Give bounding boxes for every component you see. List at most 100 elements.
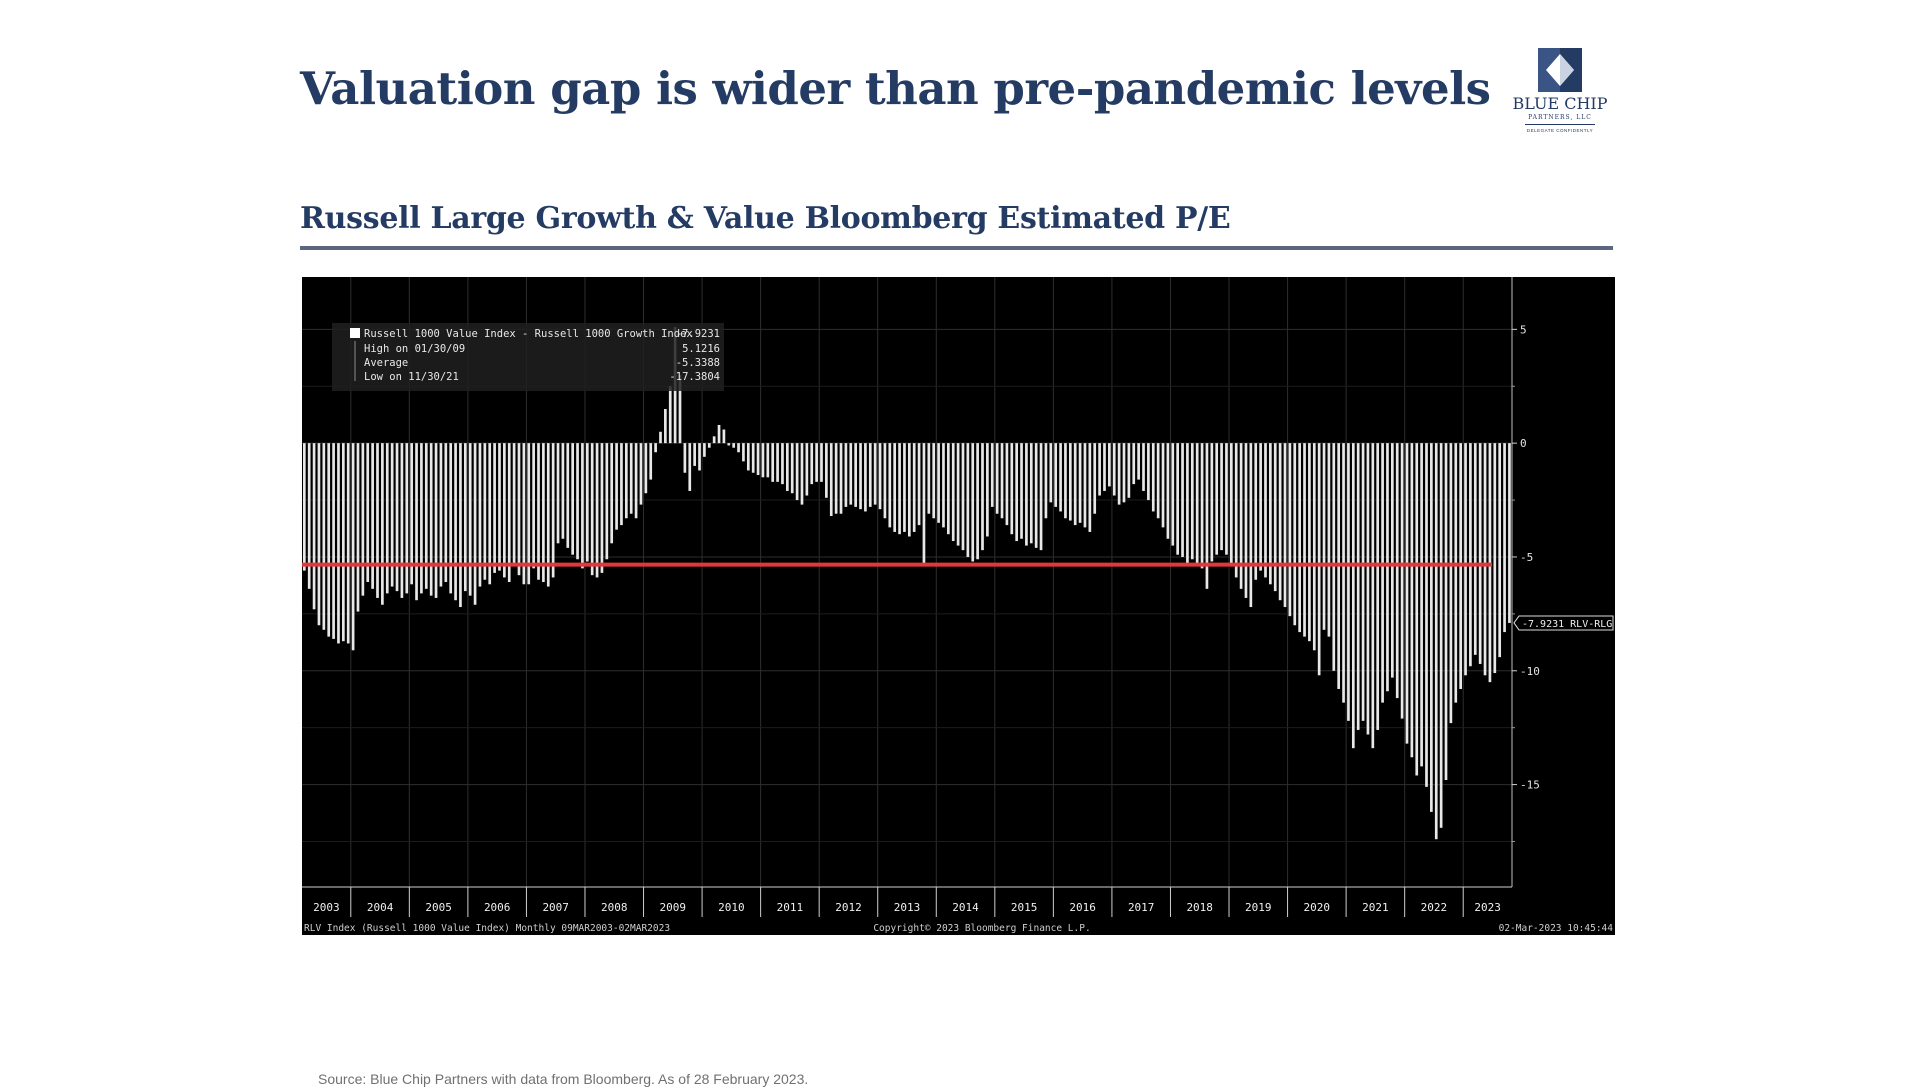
- bar: [893, 443, 897, 532]
- bar: [1351, 443, 1355, 749]
- legend: Russell 1000 Value Index - Russell 1000 …: [332, 323, 724, 391]
- bar: [854, 443, 857, 507]
- bar: [990, 443, 994, 507]
- bar: [312, 443, 316, 610]
- bar: [766, 443, 770, 478]
- bar: [907, 443, 911, 537]
- bar: [434, 443, 438, 598]
- bar: [1415, 443, 1419, 776]
- bar: [761, 443, 765, 478]
- bar: [1059, 443, 1062, 512]
- y-tick-label: -10: [1520, 665, 1540, 678]
- bar: [1391, 443, 1394, 678]
- bar: [468, 443, 472, 596]
- bar: [849, 443, 853, 505]
- bar: [1005, 443, 1009, 526]
- legend-series-value: -7.9231: [676, 328, 720, 340]
- company-logo: BLUE CHIP PARTNERS, LLC DELEGATE CONFIDE…: [1505, 48, 1615, 144]
- bar: [1434, 443, 1438, 840]
- bar: [493, 443, 496, 573]
- bar: [976, 443, 979, 560]
- bar: [439, 443, 443, 587]
- bar: [1322, 443, 1326, 630]
- bar: [781, 443, 784, 485]
- bar: [1361, 443, 1365, 721]
- bar: [1215, 443, 1219, 555]
- bar: [1239, 443, 1243, 589]
- bar: [898, 443, 901, 535]
- bar: [1142, 443, 1145, 491]
- legend-row-value: 5.1216: [682, 343, 720, 355]
- bar: [1181, 443, 1184, 557]
- bar: [610, 443, 614, 544]
- legend-row-value: -17.3804: [669, 371, 720, 383]
- bar: [351, 443, 355, 651]
- bar: [678, 374, 682, 444]
- bar: [1469, 443, 1472, 667]
- legend-background: [332, 323, 724, 391]
- bar: [498, 443, 501, 571]
- bar: [693, 443, 696, 466]
- bar: [1400, 443, 1404, 719]
- bar: [307, 443, 311, 589]
- bar: [649, 443, 653, 480]
- bar: [1420, 443, 1423, 767]
- bar: [727, 443, 731, 446]
- bar: [1166, 443, 1170, 539]
- bar: [707, 443, 711, 448]
- bar: [1064, 443, 1067, 519]
- bar: [868, 443, 872, 507]
- bar: [1132, 443, 1136, 485]
- bar: [937, 443, 940, 523]
- bar: [917, 443, 921, 526]
- logo-divider: [1525, 124, 1595, 125]
- source-note: Source: Blue Chip Partners with data fro…: [318, 1071, 809, 1087]
- bar: [1308, 443, 1311, 642]
- bar: [878, 443, 882, 510]
- bar: [698, 443, 701, 471]
- bar: [1093, 443, 1097, 514]
- bar: [839, 443, 843, 514]
- bar: [810, 443, 814, 485]
- bar: [742, 443, 745, 462]
- bar: [1371, 443, 1375, 749]
- bar: [951, 443, 955, 542]
- bar: [1410, 443, 1414, 758]
- bar: [517, 443, 521, 576]
- bar: [1225, 443, 1228, 555]
- x-tick-label: 2023: [1474, 901, 1501, 914]
- x-tick-label: 2003: [313, 901, 340, 914]
- bar: [966, 443, 970, 557]
- bar: [327, 443, 331, 637]
- bar: [390, 443, 394, 587]
- bar: [459, 443, 462, 608]
- bar: [1147, 443, 1150, 501]
- bar: [922, 443, 926, 564]
- bar: [1112, 443, 1116, 496]
- bar: [1366, 443, 1370, 735]
- bar: [556, 443, 560, 544]
- bar: [1015, 443, 1018, 542]
- x-tick-label: 2016: [1069, 901, 1096, 914]
- bar: [424, 443, 428, 589]
- bar: [600, 443, 604, 573]
- bar: [381, 443, 384, 605]
- bar: [864, 443, 867, 512]
- bar: [956, 443, 960, 546]
- chart-subtitle: Russell Large Growth & Value Bloomberg E…: [300, 201, 1231, 236]
- footer-timestamp: 02-Mar-2023 10:45:44: [1499, 923, 1614, 934]
- bar: [561, 443, 565, 539]
- y-tick-label: -15: [1520, 779, 1540, 792]
- bar: [595, 443, 599, 578]
- bar: [1249, 443, 1253, 608]
- x-tick-label: 2015: [1011, 901, 1038, 914]
- bar: [986, 443, 989, 537]
- bar: [566, 443, 570, 548]
- x-tick-label: 2014: [952, 901, 979, 914]
- bar: [527, 443, 531, 585]
- bar: [337, 443, 340, 644]
- bar: [488, 443, 492, 585]
- bar: [1454, 443, 1458, 703]
- last-value-tag: -7.9231 RLV-RLG: [1522, 619, 1612, 630]
- bar: [776, 443, 779, 482]
